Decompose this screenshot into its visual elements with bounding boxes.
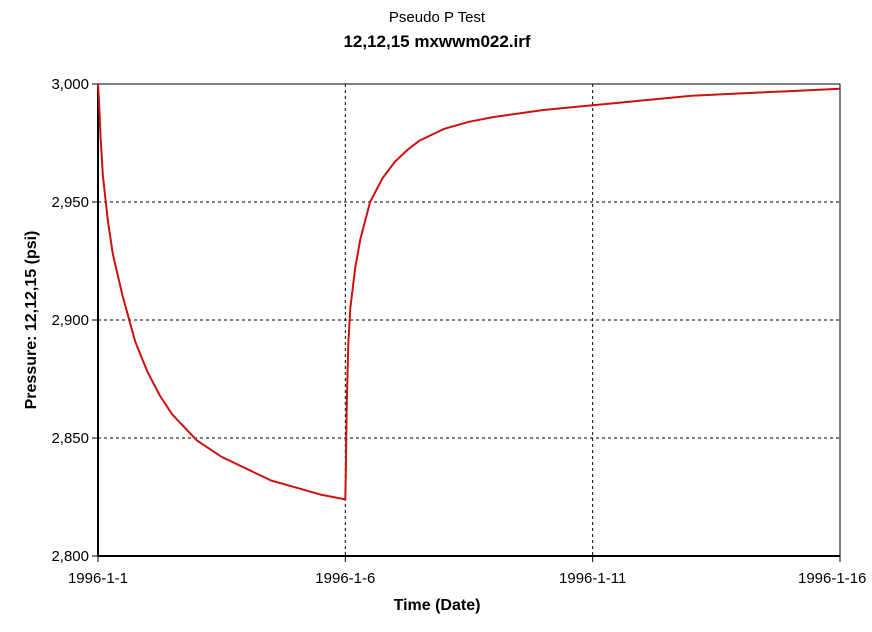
y-tick-label: 2,850: [51, 430, 89, 447]
series-layer: [97, 83, 841, 501]
y-axis-label: Pressure: 12,12,15 (psi): [23, 231, 40, 410]
y-tick-label: 2,900: [51, 312, 89, 329]
y-tick-label: 2,950: [51, 194, 89, 211]
x-tick-label: 1996-1-1: [68, 570, 128, 587]
y-tick-label: 3,000: [51, 76, 89, 93]
x-tick-label: 1996-1-6: [315, 570, 375, 587]
grid: [98, 84, 840, 556]
chart-title: Pseudo P Test: [389, 9, 486, 26]
y-axis: 2,800 2,850 2,900 2,950 3,000: [51, 76, 98, 565]
x-axis-label: Time (Date): [394, 597, 481, 614]
x-axis: 1996-1-1 1996-1-6 1996-1-11 1996-1-16: [68, 556, 866, 587]
x-tick-label: 1996-1-16: [798, 570, 866, 587]
x-tick-label: 1996-1-11: [559, 570, 626, 587]
chart-subtitle: 12,12,15 mxwwm022.irf: [343, 32, 530, 51]
y-tick-label: 2,800: [51, 548, 89, 565]
pressure-series-line: [97, 83, 841, 501]
